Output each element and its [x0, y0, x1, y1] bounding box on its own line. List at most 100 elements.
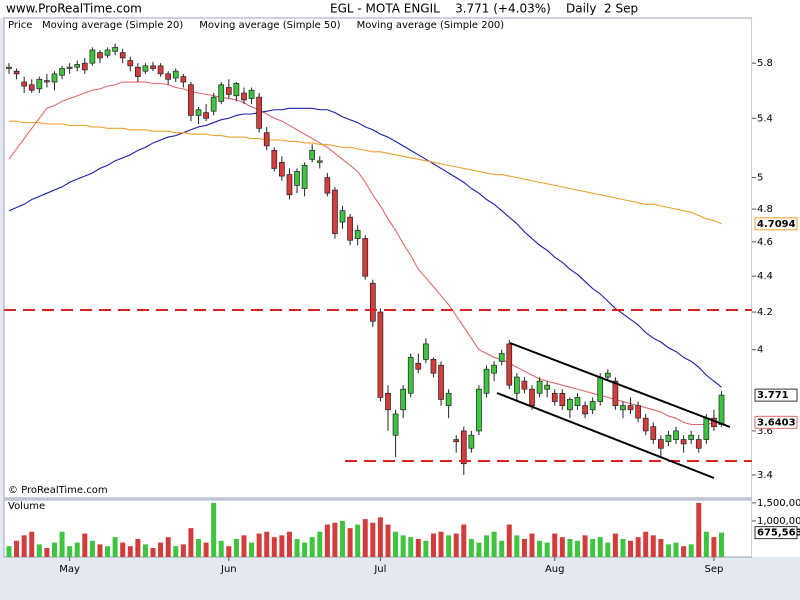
- volume-bar: [468, 538, 474, 557]
- volume-bar: [105, 546, 111, 557]
- candle-body: [551, 392, 558, 402]
- volume-bar: [590, 538, 596, 557]
- candle-body: [506, 343, 513, 386]
- candle-body: [51, 73, 58, 83]
- candle-body: [415, 362, 422, 370]
- last-value-label: 4.7094: [757, 219, 796, 230]
- legend-entry: Moving average (Simple 200): [357, 20, 505, 31]
- candle-body: [377, 311, 384, 398]
- candle-body: [44, 80, 50, 83]
- volume-bar: [574, 540, 580, 557]
- volume-bar: [241, 535, 247, 557]
- drawings: [4, 309, 752, 479]
- volume-bar: [567, 538, 573, 557]
- volume-bar: [271, 537, 277, 557]
- y-tick-label: 4.8: [757, 204, 773, 215]
- volume-bar: [665, 544, 671, 557]
- volume-bar: [552, 533, 558, 557]
- candle-body: [695, 439, 702, 449]
- price-panel: [3, 17, 753, 499]
- candle-body: [718, 394, 725, 425]
- last-value-box: [754, 388, 798, 402]
- candle-body: [385, 392, 391, 411]
- candle-body: [248, 89, 255, 99]
- volume-bar: [67, 546, 73, 557]
- candle-body: [74, 64, 81, 68]
- x-tick-label: Jul: [373, 564, 386, 575]
- candle-body: [407, 357, 414, 394]
- candle-body: [597, 376, 604, 402]
- candle-body: [127, 60, 134, 67]
- volume-bar: [635, 537, 641, 557]
- volume-bar: [294, 538, 300, 557]
- x-tick-label: Aug: [545, 564, 565, 575]
- volume-bar: [14, 540, 20, 557]
- moving-average: [8, 107, 722, 388]
- volume-bar: [317, 531, 323, 557]
- volume-bar: [681, 546, 687, 557]
- volume-bar: [36, 544, 42, 557]
- candle-body: [218, 84, 225, 102]
- volume-bar: [286, 531, 292, 557]
- volume-bar: [658, 538, 664, 557]
- y-tick-label: 5.8: [757, 58, 773, 69]
- volume-bar: [620, 538, 626, 557]
- volume-bar: [150, 547, 156, 557]
- y-tick-label: 4: [757, 345, 763, 356]
- axis-area: [752, 18, 800, 557]
- volume-bar: [643, 531, 649, 557]
- candle-body: [309, 149, 316, 160]
- volume-bar: [29, 531, 35, 557]
- candle-body: [294, 171, 300, 186]
- candle-body: [468, 434, 475, 449]
- candle-body: [256, 96, 262, 129]
- y-tick-label: 3.6: [757, 426, 773, 437]
- candle-body: [157, 65, 164, 75]
- y-tick-label: 5: [757, 173, 763, 184]
- candle-body: [392, 413, 399, 436]
- candle-body: [369, 282, 376, 322]
- volume-bar: [180, 544, 186, 557]
- last-value-box: [754, 526, 798, 540]
- volume-bar: [446, 535, 452, 557]
- volume-bar: [142, 544, 148, 557]
- candle-body: [112, 47, 118, 52]
- volume-bar: [415, 538, 421, 557]
- candle-body: [324, 177, 331, 194]
- volume-bar: [188, 528, 194, 557]
- candle-body: [589, 401, 596, 411]
- volume-bar: [430, 533, 436, 557]
- volume-bar: [370, 522, 376, 557]
- candle-body: [673, 430, 679, 440]
- volume-bar: [332, 522, 338, 557]
- volume-bar: [51, 542, 57, 557]
- candle-body: [21, 81, 28, 87]
- volume-bar: [89, 540, 95, 557]
- volume-bar: [97, 544, 103, 557]
- volume-bar: [355, 524, 361, 557]
- candle-body: [81, 62, 88, 71]
- volume-bar: [226, 546, 232, 557]
- volume-bar: [135, 538, 141, 557]
- volume-bar: [340, 520, 346, 557]
- volume-bar: [127, 546, 133, 557]
- candle-body: [210, 96, 217, 112]
- volume-bar: [400, 535, 406, 557]
- candle-body: [316, 160, 323, 163]
- volume-bar: [711, 537, 717, 557]
- volume-bar: [506, 524, 512, 557]
- candle-body: [498, 353, 505, 362]
- candle-body: [650, 426, 657, 440]
- candle-body: [642, 417, 649, 432]
- volume-bar: [82, 533, 88, 557]
- candle-body: [119, 52, 126, 59]
- volume-bar: [484, 535, 490, 557]
- volume-bar: [173, 546, 179, 557]
- candle-body: [582, 405, 588, 415]
- candle-body: [460, 430, 467, 465]
- volume-bar: [165, 537, 171, 557]
- volume-bar: [347, 528, 353, 557]
- volume-bar: [491, 531, 497, 557]
- candle-body: [567, 399, 573, 411]
- x-tick-label: May: [59, 564, 80, 575]
